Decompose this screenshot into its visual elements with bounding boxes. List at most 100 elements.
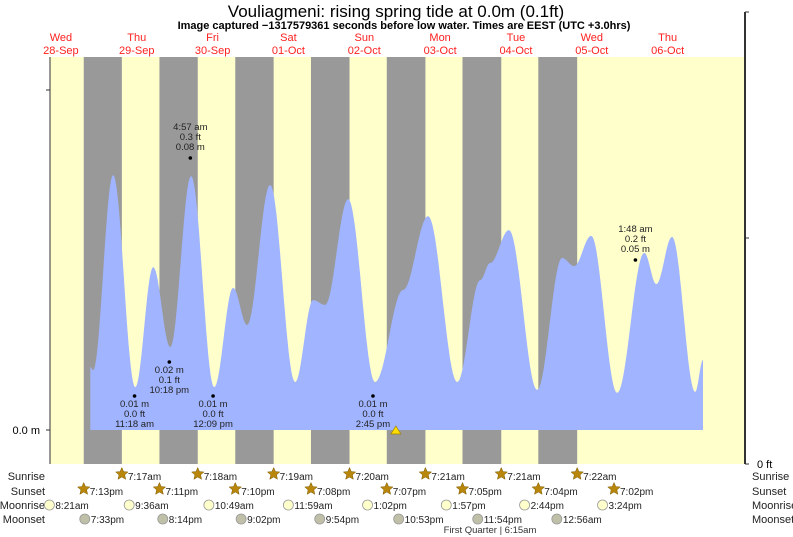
tide-extreme-label: 12:09 pm [193,419,233,430]
moonset-icon [235,513,247,525]
tide-extreme-point [633,258,638,262]
sunset-row-label: Sunset [11,486,45,498]
sun-star-icon [115,466,129,480]
tide-extreme-point [132,394,137,398]
moonset-time: 9:54pm [326,515,359,526]
moonrise-row-label: Moonrise [0,500,45,512]
moonrise-icon [362,499,373,511]
moonset-time: 11:54pm [484,515,522,526]
tide-extreme-label: 1:48 am [618,224,652,235]
moonrise-icon [597,499,608,511]
moonrise-time: 10:49am [215,501,254,512]
sun-star-icon [607,481,621,495]
sun-star-icon [304,481,318,495]
day-name: Tue [507,32,526,44]
moon-phase-label: First Quarter | 6:15am [444,525,537,536]
sunrise-time: 7:20am [356,472,389,483]
day-name: Sat [280,32,297,44]
moonrise-icon [203,499,215,511]
moonrise-row-label-right: Moonrise [752,500,793,512]
left-axis-label: 0.0 m [12,425,40,437]
tide-extreme-label: 0.08 m [176,142,205,153]
day-date: 04-Oct [499,45,532,57]
sunset-time: 7:02pm [620,487,653,498]
sun-star-icon [228,481,243,495]
sunrise-time: 7:18am [204,472,237,483]
tide-extreme-label: 10:18 pm [149,385,189,396]
tide-curve [90,175,704,430]
tide-extreme-label: 0.1 ft [159,375,180,386]
moonrise-time: 2:44pm [531,501,564,512]
day-name: Mon [429,32,450,44]
sunrise-time: 7:21am [431,472,464,483]
moonrise-time: 8:21am [55,501,88,512]
sun-star-icon [418,466,433,480]
moonset-time: 7:33pm [91,515,124,526]
moonset-time: 9:02pm [247,515,280,526]
moonset-icon [551,513,563,525]
sunset-time: 7:07pm [393,487,426,498]
day-name: Fri [206,32,219,44]
moonrise-time: 1:02pm [374,501,407,512]
tide-extreme-label: 0.0 ft [203,409,224,420]
day-name: Thu [658,32,677,44]
sunrise-time: 7:19am [280,472,313,483]
day-date: 30-Sep [195,45,230,57]
day-date: 05-Oct [575,45,608,57]
moonrise-time: 1:57pm [452,501,485,512]
sunset-time: 7:04pm [544,487,577,498]
moonrise-icon [123,499,135,511]
moonset-time: 8:14pm [169,515,202,526]
tide-extreme-label: 0.01 m [358,399,387,410]
sunrise-time: 7:17am [128,472,161,483]
tide-extreme-point [167,360,172,364]
day-date: 29-Sep [119,45,154,57]
axes: 0.0 m 0 ft [12,11,772,471]
day-name: Wed [581,32,603,44]
day-labels: Wed28-SepThu29-SepFri30-SepSat01-OctSun0… [43,32,684,57]
tide-extreme-label: 0.01 m [199,399,228,410]
tide-extreme-label: 2:45 pm [356,419,390,430]
sunrise-row-label-right: Sunrise [752,471,789,483]
tide-extreme-point [188,156,193,160]
sunset-time: 7:13pm [90,487,123,498]
moonrise-icon [43,499,55,511]
sun-star-icon [76,481,91,495]
sunrise-time: 7:22am [583,472,616,483]
sunrise-time: 7:21am [507,472,540,483]
sun-star-icon [190,466,205,480]
day-date: 02-Oct [348,45,381,57]
tide-extreme-label: 0.0 ft [362,409,383,420]
sunset-time: 7:11pm [165,487,198,498]
sun-star-icon [342,466,357,480]
day-date: 28-Sep [43,45,78,57]
current-time-marker [390,425,402,435]
sun-star-icon [152,481,167,495]
sun-star-icon [494,466,509,480]
day-name: Sun [354,32,374,44]
moonset-row-label-right: Moonset [752,514,793,526]
moonrise-time: 3:24pm [609,501,642,512]
tide-extreme-label: 0.02 m [155,365,184,376]
moonrise-icon [282,499,294,511]
tide-extreme-label: 4:57 am [173,122,207,133]
moonrise-time: 11:59am [294,501,332,512]
chart-title: Vouliagmeni: rising spring tide at 0.0m … [228,2,564,21]
day-date: 06-Oct [651,45,684,57]
moonrise-icon [440,499,452,511]
sunset-time: 7:05pm [468,487,501,498]
tide-extreme-label: 0.2 ft [625,234,646,245]
sunset-time: 7:08pm [317,487,350,498]
right-axis-label: 0 ft [757,459,772,471]
moonset-time: 10:53pm [405,515,444,526]
tide-extreme-label: 11:18 am [115,419,154,430]
sunrise-row-label: Sunrise [8,471,45,483]
sun-star-icon [531,481,546,495]
tide-extreme-label: 0.3 ft [180,132,201,143]
sun-star-icon [570,466,585,480]
day-date: 01-Oct [272,45,305,57]
day-name: Wed [50,32,72,44]
moonrise-time: 9:36am [135,501,168,512]
